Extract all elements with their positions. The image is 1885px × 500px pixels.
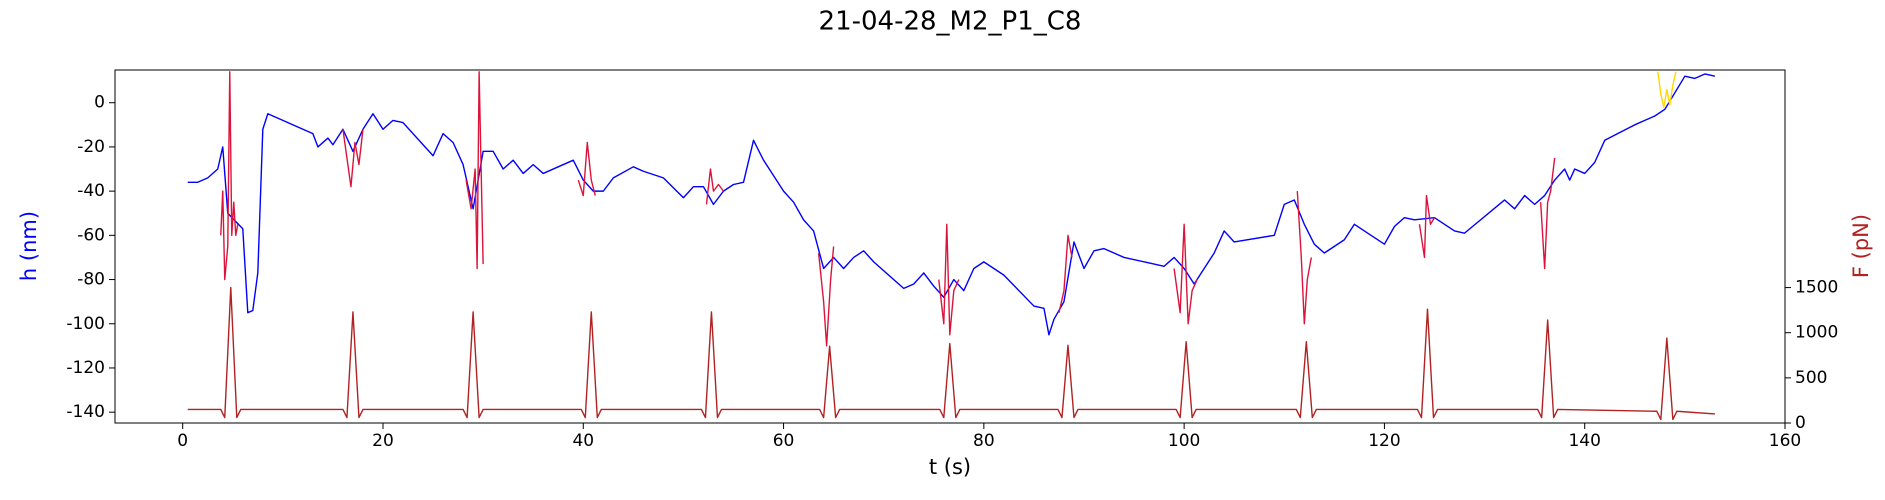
x-tick-label: 20 bbox=[372, 431, 394, 451]
x-tick-label: 80 bbox=[973, 431, 995, 451]
data-line bbox=[187, 73, 1716, 336]
x-tick-label: 160 bbox=[1769, 431, 1801, 451]
plot-frame bbox=[114, 69, 1786, 424]
y2-tick-label: 1500 bbox=[1795, 278, 1838, 298]
y-tick-label: 0 bbox=[94, 93, 105, 113]
y2-tick-label: 1000 bbox=[1795, 323, 1838, 343]
data-line bbox=[187, 286, 1715, 421]
y-tick-label: -100 bbox=[66, 314, 105, 334]
y-tick-label: -20 bbox=[77, 137, 105, 157]
y-tick-label: -120 bbox=[66, 358, 105, 378]
y2-axis-label: F (pN) bbox=[1849, 214, 1873, 278]
x-tick-label: 60 bbox=[773, 431, 795, 451]
y-axis-label: h (nm) bbox=[17, 211, 41, 281]
y-tick-label: -40 bbox=[77, 181, 105, 201]
y2-tick-label: 0 bbox=[1795, 413, 1806, 433]
x-tick-label: 0 bbox=[177, 431, 188, 451]
x-tick-label: 100 bbox=[1168, 431, 1200, 451]
x-axis-label: t (s) bbox=[929, 455, 971, 479]
data-line bbox=[1657, 71, 1677, 108]
x-tick-label: 120 bbox=[1368, 431, 1400, 451]
data-line bbox=[220, 71, 1556, 347]
y2-tick-label: 500 bbox=[1795, 368, 1827, 388]
x-tick-label: 40 bbox=[572, 431, 594, 451]
x-tick-label: 140 bbox=[1568, 431, 1600, 451]
plot-area bbox=[187, 71, 1716, 421]
y-tick-label: -140 bbox=[66, 402, 105, 422]
y-tick-label: -80 bbox=[77, 270, 105, 290]
chart-title: 21-04-28_M2_P1_C8 bbox=[819, 7, 1082, 37]
y-tick-label: -60 bbox=[77, 225, 105, 245]
